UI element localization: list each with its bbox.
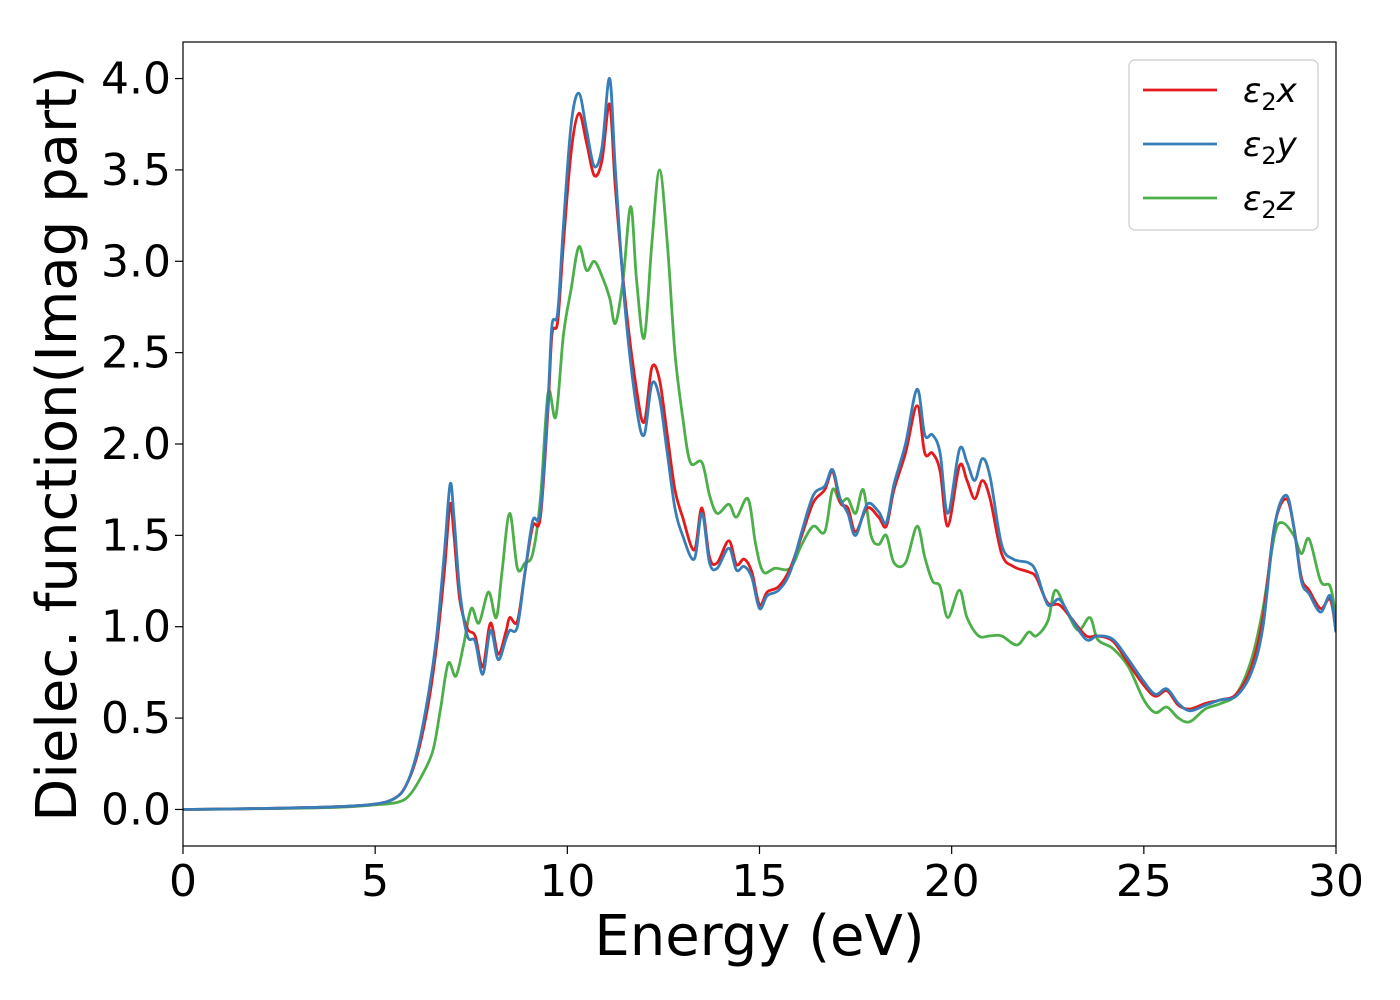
legend-label-x: ε2x: [1243, 71, 1298, 116]
y-tick-label: 0.0: [101, 784, 171, 835]
legend-label-y: ε2y: [1243, 125, 1298, 170]
y-tick-label: 2.0: [101, 419, 171, 470]
y-tick-label: 0.5: [101, 693, 171, 744]
y-tick-label: 3.5: [101, 145, 171, 196]
x-tick-label: 30: [1308, 856, 1364, 907]
legend: ε2x ε2y ε2z: [1128, 59, 1319, 231]
series-line-z: [183, 168, 1336, 811]
x-tick-label: 15: [732, 856, 788, 907]
legend-box: [1128, 59, 1319, 231]
y-axis: 0.0 0.5 1.0 1.5 2.0 2.5 3.0 3.5 4.0: [101, 54, 183, 835]
y-tick-label: 4.0: [101, 54, 171, 105]
x-tick-label: 25: [1116, 856, 1172, 907]
y-axis-label: Dielec. function(Imag part): [25, 66, 90, 822]
x-tick-label: 0: [169, 856, 197, 907]
legend-label-z: ε2z: [1243, 179, 1296, 224]
x-axis: 0 5 10 15 20 25 30: [169, 846, 1364, 907]
x-tick-label: 20: [924, 856, 980, 907]
y-tick-label: 3.0: [101, 236, 171, 287]
x-tick-label: 5: [361, 856, 389, 907]
series-line-y: [183, 77, 1336, 811]
y-tick-label: 1.5: [101, 510, 171, 561]
x-axis-label: Energy (eV): [594, 904, 924, 969]
y-tick-label: 2.5: [101, 328, 171, 379]
x-tick-label: 10: [539, 856, 595, 907]
y-tick-label: 1.0: [101, 602, 171, 653]
series-layer: [183, 77, 1336, 811]
